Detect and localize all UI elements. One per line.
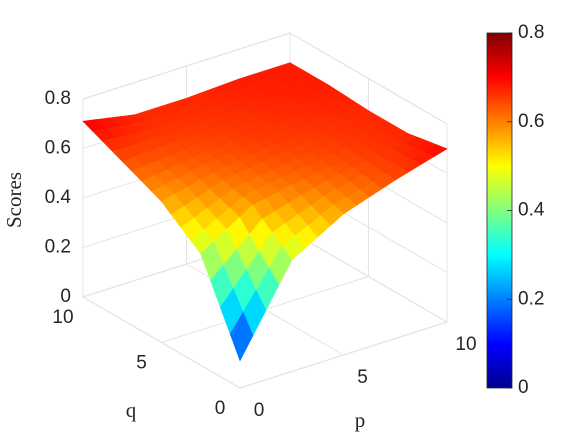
colorbar-tick-label: 0.6 [518, 111, 544, 132]
y-tick-label: 10 [52, 307, 73, 328]
z-tick-label: 0.2 [45, 237, 71, 258]
z-tick-label: 0.8 [45, 88, 71, 109]
z-tick-label: 0.4 [45, 187, 72, 208]
colorbar: 0 0.2 0.4 0.6 0.8 [486, 22, 545, 398]
x-tick-label: 10 [455, 334, 476, 355]
colorbar-tick-label: 0 [518, 377, 529, 398]
colorbar-tick-label: 0.8 [518, 22, 544, 43]
y-axis-label: q [126, 398, 137, 422]
colorbar-tick-label: 0.2 [518, 288, 544, 309]
grid-line [239, 321, 448, 389]
surface-patch [303, 154, 396, 215]
surface-patch [276, 85, 370, 130]
surface-patch [264, 129, 357, 180]
surface [82, 62, 448, 362]
surface-facet [229, 311, 254, 362]
surface-patch [200, 204, 293, 362]
colorbar-tick-label: 0.4 [518, 200, 545, 221]
x-tick-label: 5 [357, 367, 368, 388]
surface-patch [252, 178, 344, 261]
surface-patch [316, 110, 409, 156]
surface-patch [121, 142, 214, 202]
surface-patch [82, 114, 175, 162]
surface-patch [134, 97, 227, 143]
z-tick-label: 0.6 [45, 138, 71, 159]
z-axis-label: Scores [2, 172, 26, 228]
surface-patch [161, 172, 253, 255]
y-tick-label: 5 [136, 353, 147, 374]
x-axis-label: p [355, 408, 366, 432]
surface-patch [185, 78, 279, 124]
z-tick-label: 0 [60, 286, 71, 307]
x-tick-label: 0 [254, 400, 265, 421]
y-tick-label: 0 [215, 398, 226, 419]
